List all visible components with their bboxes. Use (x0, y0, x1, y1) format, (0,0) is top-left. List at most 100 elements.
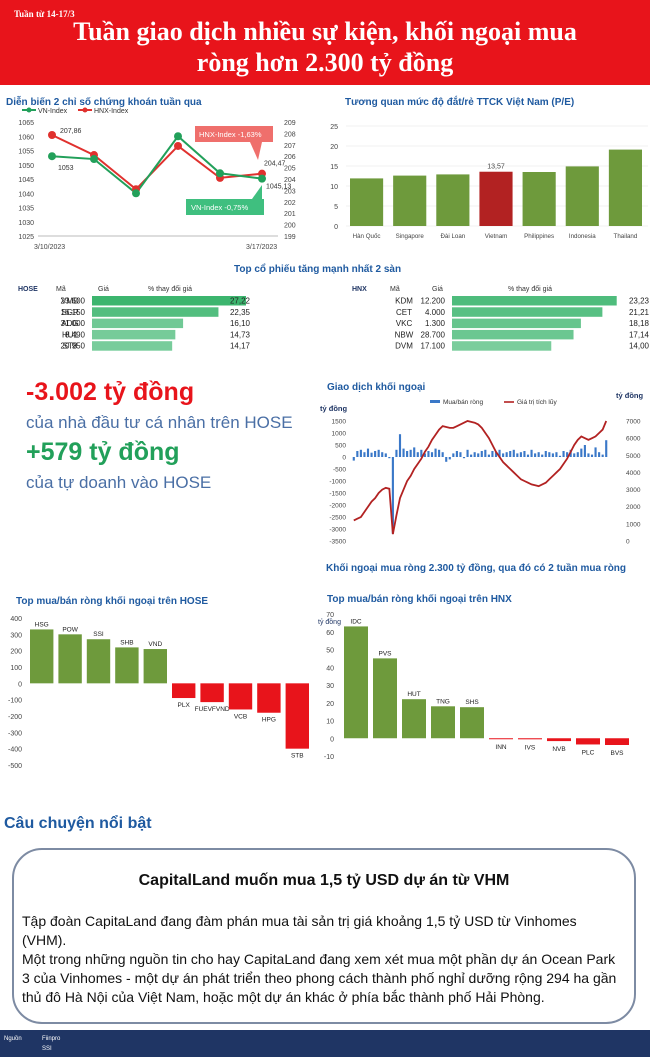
foreign-bar (601, 454, 604, 457)
foreign-bar (398, 434, 402, 457)
foreign-bar (580, 448, 583, 457)
hnx-bar-pvs (373, 658, 397, 739)
hnx-bar-bvs (605, 738, 629, 745)
hnx-row-code: DVM (395, 342, 413, 351)
left-tick-label: 1030 (18, 220, 34, 227)
hnx-callout-pointer (250, 142, 262, 160)
foreign-bar (459, 452, 462, 457)
pe-y-tick: 15 (330, 164, 338, 171)
foreign-bar (416, 452, 419, 457)
right-tick-label: 203 (284, 188, 296, 195)
foreign-bar (484, 449, 487, 457)
foreign-bar (427, 451, 430, 457)
hose-bar-label: HPG (262, 717, 276, 724)
hnx-row-change: 23,23 (629, 297, 650, 306)
foreign-bar (502, 453, 505, 457)
pe-bar-thailand (608, 149, 642, 226)
foreign-right-tick: 7000 (626, 419, 641, 426)
hnx-col-change: % thay đổi giá (508, 285, 552, 293)
right-tick-label: 208 (284, 131, 296, 138)
hose-bar-label: HSG (35, 621, 49, 628)
foreign-bar (534, 453, 537, 457)
top-gainers-title: Top cổ phiếu tăng mạnh nhất 2 sàn (234, 264, 402, 275)
foreign-bar (462, 457, 466, 459)
hnx-y-tick: 30 (326, 683, 334, 690)
hose-col-price: Giá (98, 286, 109, 293)
title-line-2: ròng hơn 2.300 tỷ đồng (196, 48, 454, 77)
pe-category-label: Indonesia (569, 233, 596, 240)
foreign-bar (576, 452, 579, 457)
hose-bar-hpg (257, 683, 281, 713)
foreign-bar (605, 440, 608, 457)
pe-category-label: Singapore (396, 233, 425, 240)
foreign-bar (537, 452, 540, 457)
footer: Nguồn Fiinpro SSI (0, 1030, 650, 1057)
foreign-bar (413, 447, 416, 457)
foreign-bar (438, 449, 441, 457)
foreign-bar (445, 457, 448, 462)
foreign-right-tick: 3000 (626, 487, 641, 494)
foreign-bar (477, 453, 480, 457)
pe-category-label: Hàn Quốc (353, 233, 381, 240)
foreign-bar (573, 453, 576, 457)
story-card: CapitalLand muốn mua 1,5 tỷ USD dự án từ… (12, 848, 636, 1024)
hnx-col-code: Mã (390, 286, 400, 293)
left-tick-label: 1040 (18, 191, 34, 198)
hose-bar-label: SHB (120, 639, 133, 646)
foreign-bar (359, 449, 362, 457)
hose-row-change: 27,22 (230, 297, 251, 306)
hose-bar-vcb (228, 683, 253, 710)
index-line-chart: 1065 1060 1055 1050 1045 1040 1035 1030 1025 209 2… (18, 107, 296, 251)
hnx-bar-label: SHS (465, 699, 479, 706)
foreign-left-tick: -3000 (329, 527, 346, 534)
foreign-bar (498, 449, 501, 457)
foreign-legend-bar: Mua/bán ròng (443, 399, 483, 406)
foreign-bar (441, 452, 444, 457)
hnx-y-tick: -10 (324, 754, 334, 761)
foreign-bar (409, 449, 412, 457)
vn-callout-text: VN-Index -0,75% (191, 203, 248, 212)
hnx-bar-label: IDC (350, 618, 362, 625)
hose-row-bar (92, 341, 173, 351)
foreign-left-tick: 1000 (332, 431, 347, 438)
foreign-bar (352, 457, 355, 461)
pe-y-tick: 0 (334, 224, 338, 231)
hnx-row-bar (452, 329, 574, 340)
foreign-bar (370, 452, 373, 457)
hnx-bar-nvb (547, 738, 571, 742)
hnx-callout-text: HNX-Index -1,63% (199, 130, 262, 139)
foreign-bar (530, 449, 533, 457)
foreign-right-tick: 6000 (626, 436, 641, 443)
stat-individual-desc: của nhà đầu tư cá nhân trên HOSE (26, 413, 293, 432)
hnx-index-line (51, 134, 263, 191)
foreign-bar (598, 452, 601, 457)
hose-bar-plx (172, 683, 196, 699)
hnx-row-price: 1.300 (425, 319, 446, 328)
hnx-row-change: 21,21 (629, 308, 650, 317)
hose-bar-label: VCB (234, 713, 247, 720)
title-line-1: Tuần giao dịch nhiều sự kiện, khối ngoại… (73, 17, 577, 46)
hnx-row-bar (452, 318, 581, 329)
foreign-bar (366, 448, 370, 457)
foreign-bar (391, 457, 394, 534)
hose-foreign-title: Top mua/bán ròng khối ngoại trên HOSE (16, 596, 209, 607)
hnx-row-price: 12.200 (421, 297, 446, 306)
left-tick-label: 1050 (18, 163, 34, 170)
hose-bar-label: PLX (178, 702, 191, 709)
vn-point (258, 174, 266, 183)
hnx-y-tick: 50 (326, 648, 334, 655)
pe-bar-hàn-quốc (350, 178, 384, 226)
story-heading: Câu chuyện nổi bật (4, 815, 152, 832)
hnx-y-tick: 60 (326, 630, 334, 637)
story-title: CapitalLand muốn mua 1,5 tỷ USD dự án từ… (138, 872, 510, 889)
left-tick-label: 1065 (18, 120, 34, 127)
hose-row-bar (92, 296, 246, 306)
foreign-bar (587, 453, 590, 457)
hose-bar-label: SSI (93, 631, 104, 638)
header-banner: Tuần từ 14-17/3 Tuần giao dịch nhiều sự … (0, 0, 650, 85)
foreign-right-tick: 1000 (626, 521, 641, 528)
hose-col-code: Mã (56, 286, 66, 293)
right-tick-label: 207 (284, 143, 296, 150)
right-tick-label: 206 (284, 154, 296, 161)
